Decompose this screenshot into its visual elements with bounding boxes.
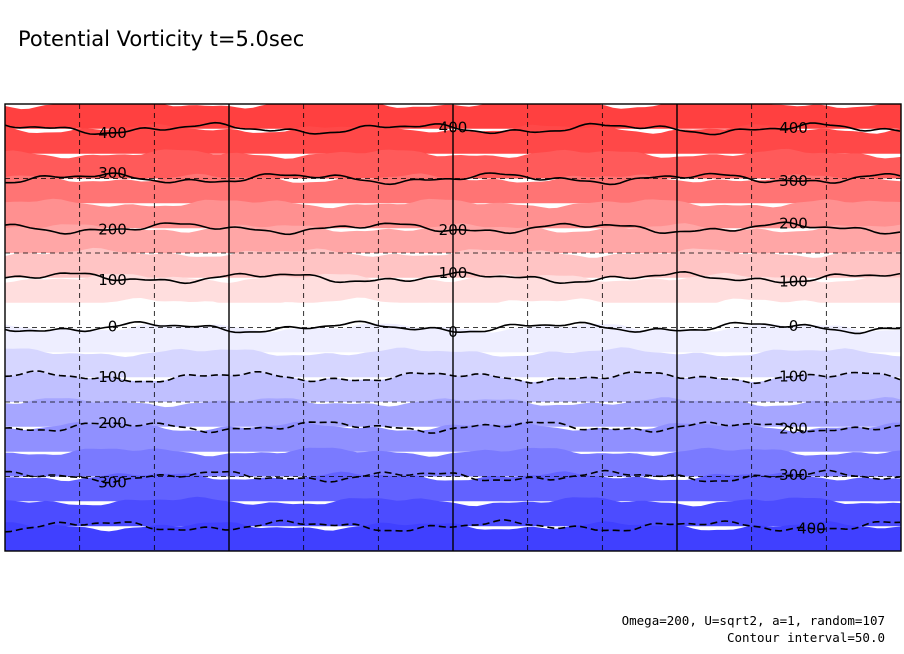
contour-label-text: 400 [439, 118, 468, 136]
contour-label--400: 400 [797, 519, 826, 537]
contour-line--300 [4, 469, 901, 484]
contour-line-100 [4, 270, 901, 285]
contour-label-text: 300 [779, 172, 808, 190]
contour-label--300: 300 [779, 466, 808, 484]
contour-label-200: 200 [439, 221, 468, 239]
contour-label-text: 300 [779, 466, 808, 484]
params-caption: Omega=200, U=sqrt2, a=1, random=107 [622, 613, 885, 628]
contour-label-text: 100 [779, 273, 808, 291]
plot-frame [4, 103, 902, 552]
contour-label-text: 200 [98, 414, 127, 432]
contour-label-text: 0 [108, 318, 118, 336]
contour-label-text: 200 [779, 214, 808, 232]
contour-label-text: 200 [439, 221, 468, 239]
chart-title: Potential Vorticity t=5.0sec [18, 27, 304, 51]
contour-label-text: 200 [779, 419, 808, 437]
contour-line--200 [4, 421, 901, 434]
contour-label-text: 400 [98, 124, 127, 142]
contour-interval-caption: Contour interval=50.0 [727, 630, 885, 645]
contour-lines [4, 121, 901, 533]
contour-label-text: 100 [439, 264, 468, 282]
contour-label-0: 0 [108, 318, 118, 336]
contour-label-text: 400 [797, 519, 826, 537]
contour-labels: 400 400 400 300 300 200 200 200 100 100 100 0 0 0 100 1… [98, 118, 826, 537]
contour-label-400: 400 [779, 119, 808, 137]
contour-label-200: 200 [98, 221, 127, 239]
contour-label-text: 200 [98, 221, 127, 239]
contour-line-0 [4, 320, 901, 335]
contour-label--100: 100 [779, 368, 808, 386]
contour-label-300: 300 [779, 172, 808, 190]
contour-label-100: 100 [439, 264, 468, 282]
contour-label-0: 0 [448, 323, 458, 341]
contour-line-400 [4, 121, 901, 136]
contour-label-text: 100 [779, 368, 808, 386]
contour-label-text: 300 [98, 473, 127, 491]
plot-area: 400 400 400 300 300 200 200 200 100 100 100 0 0 0 100 1… [4, 103, 902, 552]
contour-label--100: 100 [98, 368, 127, 386]
contour-label--200: 200 [98, 414, 127, 432]
contour-line-200 [4, 221, 901, 236]
contour-label--300: 300 [98, 473, 127, 491]
contour-line--100 [4, 370, 901, 385]
contour-label-text: 400 [779, 119, 808, 137]
contour-label--200: 200 [779, 419, 808, 437]
contour-line-300 [5, 172, 901, 186]
contour-label-300: 300 [98, 164, 127, 182]
contour-label-400: 400 [98, 124, 127, 142]
contour-label-0: 0 [789, 317, 799, 335]
contour-label-text: 0 [789, 317, 799, 335]
contour-label-200: 200 [779, 214, 808, 232]
contour-label-100: 100 [779, 273, 808, 291]
contour-label-text: 300 [98, 164, 127, 182]
contour-line--400 [4, 519, 901, 533]
contour-label-400: 400 [439, 118, 468, 136]
contour-label-text: 0 [448, 323, 458, 341]
contour-label-text: 100 [98, 271, 127, 289]
contour-label-text: 100 [98, 368, 127, 386]
contour-label-100: 100 [98, 271, 127, 289]
grid-lines [5, 104, 901, 551]
